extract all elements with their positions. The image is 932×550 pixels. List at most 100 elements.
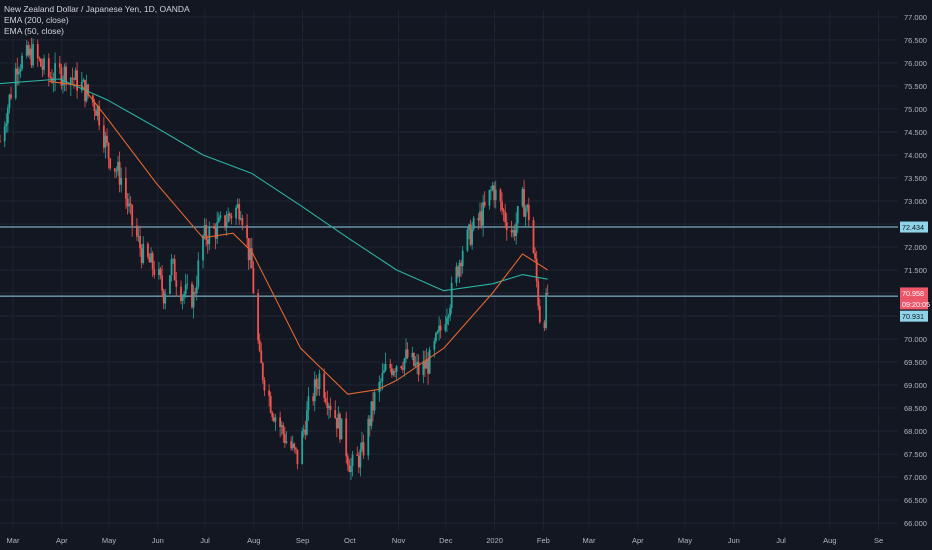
- candle-body: [479, 211, 481, 221]
- candle-body: [502, 210, 505, 212]
- candle-body: [175, 280, 178, 287]
- candle-body: [537, 281, 540, 306]
- candle-body: [32, 43, 34, 66]
- candle-body: [140, 248, 143, 263]
- x-tick-label: Apr: [56, 536, 68, 545]
- candle-body: [21, 55, 23, 69]
- x-tick-label: Apr: [632, 536, 644, 545]
- candle-body: [216, 222, 219, 239]
- candle-body: [318, 373, 321, 389]
- candle-body: [205, 225, 208, 240]
- candle-body: [538, 305, 541, 323]
- candle-body: [225, 222, 228, 227]
- candle-body: [261, 363, 264, 380]
- candle-body: [390, 368, 393, 375]
- candle-body: [173, 259, 176, 281]
- candle-body: [450, 282, 453, 308]
- candle-body: [435, 333, 437, 341]
- candle-body: [142, 243, 145, 263]
- candle-body: [58, 63, 61, 68]
- candle-body: [260, 350, 263, 364]
- candle-body: [403, 358, 406, 370]
- candle-body: [447, 316, 450, 319]
- candle-body: [115, 170, 118, 172]
- candle-body: [224, 215, 226, 227]
- candle-body: [6, 107, 9, 124]
- candle-body: [324, 398, 327, 402]
- candle-body: [241, 218, 244, 226]
- candle-body: [30, 48, 33, 66]
- candle-body: [362, 442, 365, 456]
- candle-body: [272, 417, 275, 422]
- candle-body: [213, 227, 215, 229]
- candle-body: [296, 449, 299, 465]
- chart-legend: New Zealand Dollar / Japanese Yen, 1D, O…: [4, 4, 190, 37]
- candle-body: [499, 189, 502, 202]
- candle-body: [87, 84, 90, 96]
- candle-body: [422, 360, 425, 375]
- candle-body: [523, 188, 525, 217]
- x-tick-label: Jun: [728, 536, 740, 545]
- y-tick-label: 71.500: [904, 266, 927, 275]
- candle-body: [40, 59, 42, 67]
- candle-body: [239, 218, 242, 220]
- candle-body: [293, 443, 296, 448]
- candle-body: [93, 102, 96, 112]
- candle-body: [305, 410, 308, 435]
- candle-body: [545, 292, 547, 329]
- candle-body: [120, 177, 123, 185]
- candle-body: [414, 363, 417, 366]
- candle-body: [107, 142, 110, 159]
- candle-body: [172, 259, 175, 261]
- candle-body: [192, 291, 195, 308]
- x-tick-label: Aug: [823, 536, 836, 545]
- candle-body: [129, 203, 132, 206]
- x-tick-label: Oct: [344, 536, 357, 545]
- candle-body: [378, 381, 381, 393]
- y-tick-label: 68.000: [904, 427, 927, 436]
- y-tick-label: 70.000: [904, 335, 927, 344]
- candle-body: [294, 447, 297, 450]
- candle-body: [91, 95, 94, 103]
- candle-body: [271, 412, 274, 418]
- legend-title: New Zealand Dollar / Japanese Yen, 1D, O…: [4, 4, 190, 14]
- x-tick-label: Jul: [776, 536, 786, 545]
- candle-body: [449, 307, 451, 317]
- candle-body: [285, 441, 288, 443]
- candle-body: [379, 381, 382, 383]
- candle-body: [238, 204, 241, 220]
- candle-body: [279, 417, 282, 427]
- candle-body: [491, 185, 494, 190]
- candle-body: [546, 292, 549, 294]
- candle-body: [283, 433, 286, 443]
- candle-body: [351, 454, 354, 467]
- candle-body: [373, 392, 376, 411]
- candle-body: [312, 396, 315, 402]
- candle-body: [317, 387, 319, 389]
- candle-body: [483, 201, 486, 206]
- candle-body: [490, 189, 492, 191]
- candle-body: [17, 71, 20, 75]
- candle-body: [535, 258, 538, 282]
- candle-body: [126, 198, 129, 207]
- candle-body: [513, 230, 516, 237]
- candle-body: [181, 296, 184, 301]
- candle-body: [250, 248, 253, 269]
- candle-body: [194, 291, 197, 294]
- candle-body: [95, 111, 97, 116]
- candle-body: [184, 284, 187, 294]
- candle-body: [468, 224, 470, 230]
- candle-body: [290, 441, 293, 449]
- candle-body: [282, 425, 285, 434]
- last-price-label-bg: [900, 287, 928, 299]
- level-upper-label-bg: [900, 221, 928, 233]
- legend-ema50: EMA (50, close): [4, 26, 64, 36]
- candle-body: [383, 370, 385, 373]
- candle-body: [136, 225, 138, 237]
- candle-body: [25, 45, 28, 56]
- y-tick-label: 77.000: [904, 13, 927, 22]
- x-tick-label: Mar: [583, 536, 596, 545]
- candle-body: [139, 236, 141, 249]
